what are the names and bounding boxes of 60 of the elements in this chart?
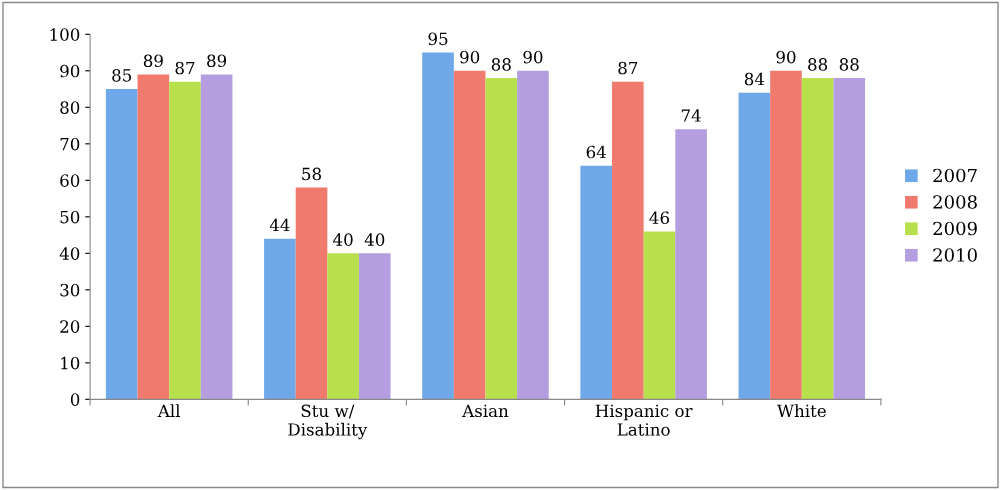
data-label: 87 [618,61,638,75]
y-tick-label: 100 [50,28,80,41]
bar [517,70,549,400]
data-label: 88 [491,58,511,71]
data-label: 90 [776,50,796,64]
data-label: 84 [744,72,765,86]
bar [137,74,170,400]
data-label: 95 [428,32,448,46]
x-tick-label: Hispanic or Latino [595,404,693,436]
y-tick-label: 60 [60,174,80,187]
data-label: 90 [523,50,543,64]
y-tick-label: 10 [61,356,80,370]
bar [612,81,644,400]
bar [358,253,391,400]
data-label: 85 [112,69,132,82]
x-tick-label: Stu w/ Disability [288,404,368,440]
bar [643,231,676,400]
data-label: 88 [839,58,859,71]
bar [264,238,296,400]
y-tick-label: 50 [60,210,80,224]
bar [200,74,233,400]
y-tick-label: 80 [60,101,80,114]
x-tick-label: All [157,404,181,417]
bar [327,253,359,400]
bar [833,78,866,400]
data-label: 64 [586,145,606,159]
bar [801,78,834,400]
data-label: 90 [460,50,480,64]
x-tick-label: White [777,404,826,418]
bar [105,89,138,400]
bar [169,81,201,400]
bar [580,165,613,400]
legend-label: 2007 [933,168,977,183]
y-tick-label: 40 [59,247,80,260]
data-label: 58 [302,167,321,181]
y-tick-label: 30 [60,283,80,297]
bar [675,129,707,400]
data-label: 89 [143,54,163,68]
y-tick-label: 20 [60,320,80,333]
data-label: 40 [333,233,353,246]
y-tick-label: 90 [60,64,80,78]
data-label: 87 [175,61,195,75]
data-label: 74 [681,109,701,122]
y-tick-label: 70 [60,137,80,151]
bar [422,52,454,400]
data-label: 40 [364,233,385,246]
bar [485,78,518,400]
data-label: 44 [269,218,290,232]
bar [295,187,328,400]
bar [453,70,486,400]
legend-label: 2008 [933,195,977,209]
x-tick-label: Asian [462,404,509,418]
y-tick-label: 0 [70,393,80,406]
bar [770,70,802,400]
bar [738,92,771,400]
legend-label: 2010 [933,248,977,262]
data-label: 89 [207,54,227,68]
data-label: 46 [649,211,670,225]
legend-label: 2009 [933,221,977,236]
data-label: 88 [808,58,828,71]
